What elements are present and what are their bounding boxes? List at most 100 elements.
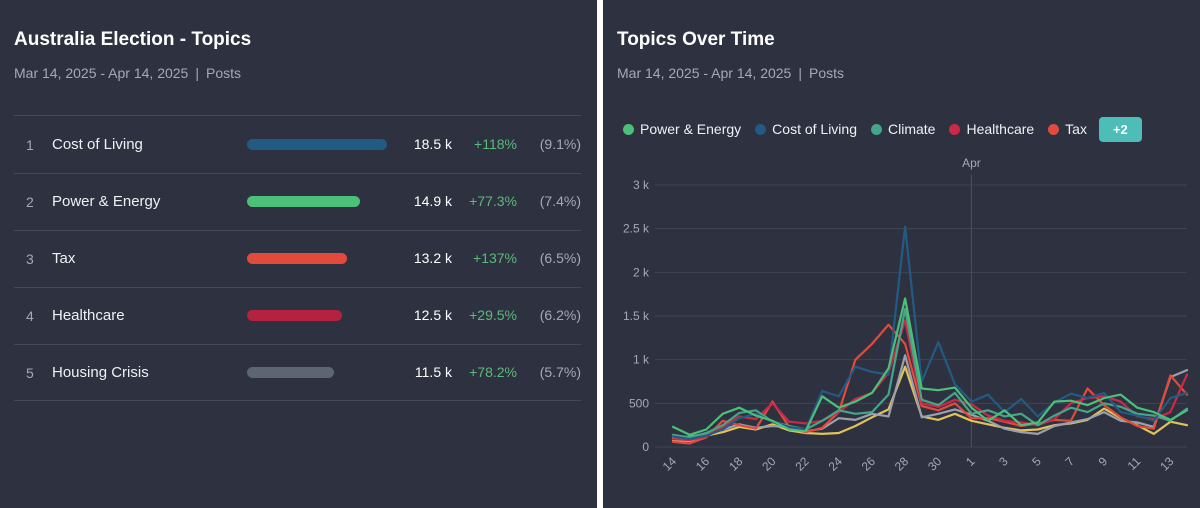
legend-dot-icon xyxy=(755,123,767,135)
panel-title: Topics Over Time xyxy=(617,29,775,50)
row-divider xyxy=(14,287,581,288)
legend-item[interactable]: Climate xyxy=(871,121,935,137)
legend-dot-icon xyxy=(1048,123,1060,135)
legend-dot-icon xyxy=(871,123,882,135)
topic-change: +29.5% xyxy=(469,307,517,323)
legend-item[interactable]: Tax xyxy=(1048,121,1087,137)
topic-name[interactable]: Power & Energy xyxy=(52,193,161,210)
row-divider xyxy=(14,115,581,116)
topic-change: +118% xyxy=(474,136,517,152)
more-series-button[interactable]: +2 xyxy=(1098,116,1142,142)
x-tick-label: 16 xyxy=(693,454,713,474)
topic-share: (9.1%) xyxy=(539,136,581,152)
series-line xyxy=(671,323,1189,445)
topic-share: (5.7%) xyxy=(539,364,581,380)
metric-label: Posts xyxy=(808,65,844,81)
row-divider xyxy=(14,173,581,174)
topic-name[interactable]: Housing Crisis xyxy=(52,364,149,381)
legend-label: Healthcare xyxy=(966,121,1035,137)
x-tick-label: 7 xyxy=(1062,454,1077,469)
x-tick-label: 22 xyxy=(792,454,812,474)
y-tick-label: 500 xyxy=(629,396,649,410)
topics-ranking-panel: Australia Election - Topics Mar 14, 2025… xyxy=(0,0,597,508)
topic-row[interactable]: 2 Power & Energy 14.9 k +77.3% (7.4%) xyxy=(14,173,581,230)
topic-change: +77.3% xyxy=(469,193,517,209)
topic-row[interactable]: 3 Tax 13.2 k +137% (6.5%) xyxy=(14,230,581,287)
topics-over-time-panel: Topics Over Time Mar 14, 2025 - Apr 14, … xyxy=(603,0,1200,508)
chart-legend: Power & Energy Cost of Living Climate Healt… xyxy=(623,116,1142,142)
topic-count: 18.5 k xyxy=(413,136,452,152)
legend-item[interactable]: Power & Energy xyxy=(623,121,741,137)
panel-subtitle: Mar 14, 2025 - Apr 14, 2025 | Posts xyxy=(14,65,241,81)
topic-row[interactable]: 1 Cost of Living 18.5 k +118% (9.1%) xyxy=(14,116,581,173)
series-line xyxy=(671,365,1189,442)
subtitle-separator: | xyxy=(195,65,199,81)
date-range: Mar 14, 2025 - Apr 14, 2025 xyxy=(14,65,189,81)
x-tick-label: 13 xyxy=(1157,454,1177,474)
series-line xyxy=(671,297,1189,436)
legend-item[interactable]: Healthcare xyxy=(949,121,1034,137)
row-divider xyxy=(14,230,581,231)
row-divider xyxy=(14,344,581,345)
x-tick-label: 26 xyxy=(859,454,879,474)
x-tick-label: 30 xyxy=(925,454,945,474)
topic-rank: 5 xyxy=(26,365,34,381)
row-divider xyxy=(14,400,581,401)
topic-bar xyxy=(247,310,342,321)
panel-title: Australia Election - Topics xyxy=(14,29,252,50)
topic-rank: 1 xyxy=(26,137,34,153)
series-line xyxy=(671,354,1189,440)
x-tick-label: 18 xyxy=(726,454,746,474)
topic-change: +78.2% xyxy=(469,364,517,380)
y-tick-label: 2.5 k xyxy=(623,222,650,236)
metric-label: Posts xyxy=(205,65,241,81)
x-tick-label: 24 xyxy=(826,454,846,474)
date-range: Mar 14, 2025 - Apr 14, 2025 xyxy=(617,65,792,81)
legend-dot-icon xyxy=(949,123,961,135)
topic-share: (6.5%) xyxy=(539,250,581,266)
month-marker-label: Apr xyxy=(962,156,981,170)
y-tick-label: 1.5 k xyxy=(623,309,650,323)
topic-row[interactable]: 4 Healthcare 12.5 k +29.5% (6.2%) xyxy=(14,287,581,344)
series-line xyxy=(671,225,1189,441)
topic-count: 11.5 k xyxy=(414,364,452,380)
topic-share: (7.4%) xyxy=(539,193,581,209)
legend-dot-icon xyxy=(623,123,634,135)
x-tick-label: 3 xyxy=(996,454,1011,469)
panel-subtitle: Mar 14, 2025 - Apr 14, 2025 | Posts xyxy=(617,65,844,81)
y-tick-label: 2 k xyxy=(633,265,650,279)
x-tick-label: 28 xyxy=(892,454,912,474)
topic-count: 13.2 k xyxy=(413,250,452,266)
topic-rank: 2 xyxy=(26,194,34,210)
topic-name[interactable]: Cost of Living xyxy=(52,136,143,153)
y-tick-label: 1 k xyxy=(633,353,650,367)
line-chart: 0 500 1 k 1.5 k 2 k 2.5 k 3 k Apr 14 16 18 20 22 24 26… xyxy=(623,156,1189,474)
topic-count: 12.5 k xyxy=(413,307,452,323)
series-line xyxy=(671,319,1189,442)
y-tick-label: 0 xyxy=(642,440,649,454)
topic-bar xyxy=(247,367,335,378)
topic-bar xyxy=(247,253,347,264)
x-tick-label: 1 xyxy=(963,454,978,469)
legend-label: Tax xyxy=(1065,121,1087,137)
legend-label: Power & Energy xyxy=(640,121,742,137)
topic-bar xyxy=(247,139,387,150)
topic-rank: 3 xyxy=(26,251,34,267)
subtitle-separator: | xyxy=(798,65,802,81)
x-tick-label: 20 xyxy=(759,454,779,474)
x-tick-label: 9 xyxy=(1096,454,1111,469)
series-line xyxy=(671,307,1189,439)
topic-bar xyxy=(247,196,360,207)
topic-rank: 4 xyxy=(26,308,34,324)
legend-label: Climate xyxy=(888,121,936,137)
topic-row[interactable]: 5 Housing Crisis 11.5 k +78.2% (5.7%) xyxy=(14,344,581,401)
x-tick-label: 14 xyxy=(660,454,680,474)
topic-name[interactable]: Tax xyxy=(52,250,76,267)
legend-item[interactable]: Cost of Living xyxy=(755,121,857,137)
topic-change: +137% xyxy=(473,250,517,266)
y-tick-label: 3 k xyxy=(633,178,650,192)
x-tick-label: 5 xyxy=(1029,454,1044,469)
topic-count: 14.9 k xyxy=(413,193,452,209)
x-tick-label: 11 xyxy=(1125,454,1144,473)
topic-name[interactable]: Healthcare xyxy=(52,307,125,324)
